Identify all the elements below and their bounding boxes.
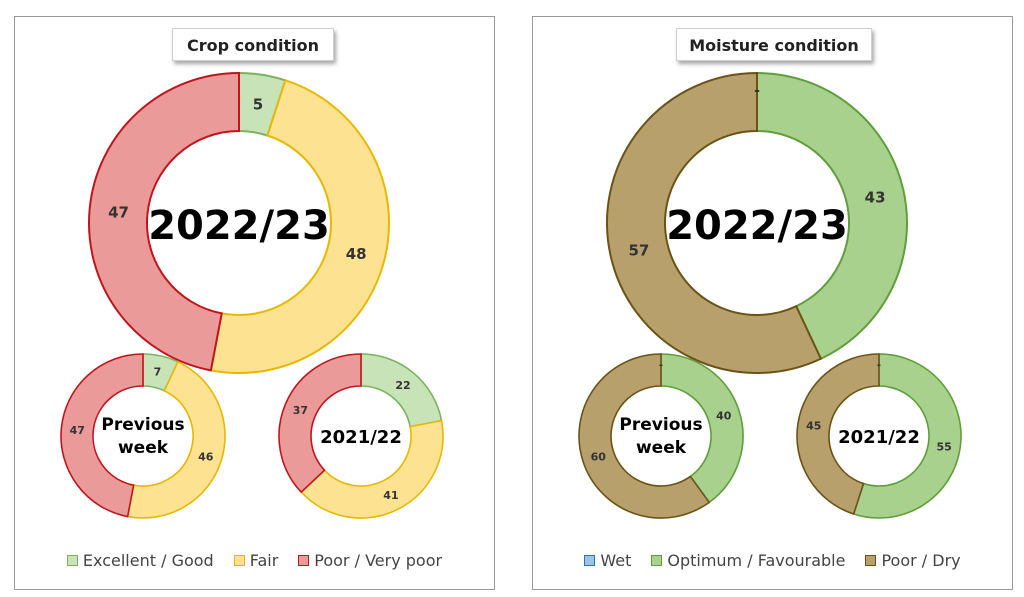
crop-condition-title: Crop condition <box>172 28 334 61</box>
donut-segment <box>126 360 226 519</box>
legend-swatch <box>651 554 663 566</box>
legend-label: Optimum / Favourable <box>667 550 846 570</box>
segment-value-label: 45 <box>806 420 821 433</box>
donut-center-label: 2022/23 <box>666 203 848 249</box>
legend-swatch <box>66 554 78 566</box>
legend-label: Wet <box>600 550 632 570</box>
moisture-condition-legend: Wet Optimum / Favourable Poor / Dry <box>533 547 1012 573</box>
donut-center-label-line: week <box>636 438 687 458</box>
donut-segment <box>606 71 823 374</box>
segment-value-label: - <box>754 83 760 99</box>
moisture-condition-title: Moisture condition <box>676 28 872 61</box>
legend-item: Poor / Very poor <box>298 551 442 570</box>
segment-value-label: 60 <box>591 450 607 463</box>
legend-item: Fair <box>233 550 279 570</box>
segment-value-label: 47 <box>108 204 129 222</box>
legend-swatch <box>865 554 877 566</box>
donut-segment <box>578 353 711 519</box>
legend-swatch <box>298 554 310 566</box>
segment-value-label: 48 <box>346 245 367 263</box>
legend-label: Excellent / Good <box>82 550 214 570</box>
legend-swatch <box>233 554 245 566</box>
segment-value-label: 55 <box>937 440 952 453</box>
legend-label: Poor / Very poor <box>314 550 443 570</box>
donut-center-label-line: Previous <box>619 415 702 435</box>
donut-2: 55 45 2021/22 <box>796 353 962 519</box>
moisture-condition-donut-chart: 43 57 2022/23 40 60 Previous week 55 45 2021/22 - -… <box>578 71 962 519</box>
legend-item: Excellent / Good <box>66 550 214 570</box>
donut-center-label: 2022/23 <box>148 203 330 249</box>
donut-segment <box>660 353 744 504</box>
segment-value-label: 46 <box>198 450 214 463</box>
crop-condition-panel: Crop condition 5 48 47 2022/23 7 46 47 Previous… <box>14 16 495 590</box>
crop-condition-donut-chart: 5 48 47 2022/23 7 46 47 Previous week 22 41 37 2021/… <box>60 71 444 519</box>
donut-center-label-line: Previous <box>101 415 184 435</box>
donut-2: 22 41 37 2021/22 <box>278 353 444 519</box>
segment-value-label: 5 <box>253 95 263 113</box>
segment-value-label: 47 <box>70 424 85 437</box>
crop-condition-legend: Excellent / Good Fair Poor / Very poor <box>15 547 494 573</box>
segment-value-label: - <box>877 360 881 371</box>
donut-0: 43 57 2022/23 <box>606 71 908 374</box>
donut-segment <box>60 353 144 518</box>
donut-center-label: 2021/22 <box>320 427 402 448</box>
moisture-condition-panel: Moisture condition 43 57 2022/23 40 60 Previo… <box>532 16 1013 590</box>
segment-value-label: 40 <box>716 410 732 423</box>
legend-item: Poor / Dry <box>865 550 961 570</box>
legend-label: Poor / Dry <box>881 550 961 570</box>
donut-segment <box>209 79 390 374</box>
legend-item: Optimum / Favourable <box>651 551 845 570</box>
donut-segment <box>278 353 362 494</box>
donut-center-label: 2021/22 <box>838 427 920 448</box>
segment-value-label: 43 <box>865 189 886 207</box>
segment-value-label: 41 <box>383 489 398 502</box>
segment-value-label: 57 <box>628 241 649 259</box>
segment-value-label: 22 <box>395 379 410 392</box>
donut-segment <box>796 353 880 515</box>
segment-value-label: 7 <box>154 366 162 379</box>
donut-segment <box>852 353 962 519</box>
donut-1: 7 46 47 Previous week <box>60 353 226 519</box>
segment-value-label: 37 <box>293 404 308 417</box>
donut-segment <box>300 419 444 519</box>
donut-center-label-line: week <box>118 438 169 458</box>
donut-segment <box>756 71 908 361</box>
legend-label: Fair <box>249 550 279 570</box>
donut-segment <box>88 71 240 372</box>
donut-0: 5 48 47 2022/23 <box>88 71 390 374</box>
segment-value-label: - <box>659 360 663 371</box>
legend-item: Wet <box>584 551 631 570</box>
donut-1: 40 60 Previous week <box>578 353 744 519</box>
legend-swatch <box>584 554 596 566</box>
